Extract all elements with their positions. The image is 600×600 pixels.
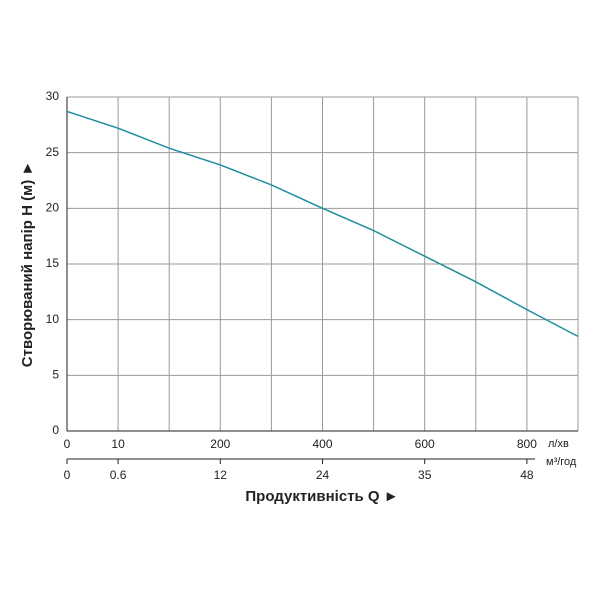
x2-tick-label: 48: [520, 468, 534, 482]
y-tick-label: 30: [46, 89, 60, 103]
x2-unit: м³/год: [546, 456, 577, 468]
x-tick-label: 10: [111, 437, 125, 451]
x-tick-label: 0: [64, 437, 71, 451]
y-axis-label: Створюваний напір H (м) ►: [19, 161, 36, 367]
x2-tick-label: 24: [316, 468, 330, 482]
y-tick-label: 10: [46, 312, 60, 326]
y-tick-label: 25: [46, 145, 60, 159]
x-tick-label: 400: [312, 437, 332, 451]
x-tick-label: 200: [210, 437, 230, 451]
y-tick-label: 5: [52, 368, 59, 382]
x-tick-label: 800: [517, 437, 537, 451]
x2-tick-label: 35: [418, 468, 432, 482]
x2-tick-label: 12: [214, 468, 228, 482]
y-tick-label: 20: [46, 201, 60, 215]
curve: [66, 110, 579, 338]
x-axis-label: Продуктивність Q ►: [245, 488, 398, 505]
x-unit: л/хв: [548, 438, 569, 450]
x2-tick-label: 0.6: [110, 468, 127, 482]
y-tick-label: 0: [52, 423, 59, 437]
x2-tick-label: 0: [64, 468, 71, 482]
x-tick-label: 600: [415, 437, 435, 451]
y-tick-label: 15: [46, 256, 60, 270]
